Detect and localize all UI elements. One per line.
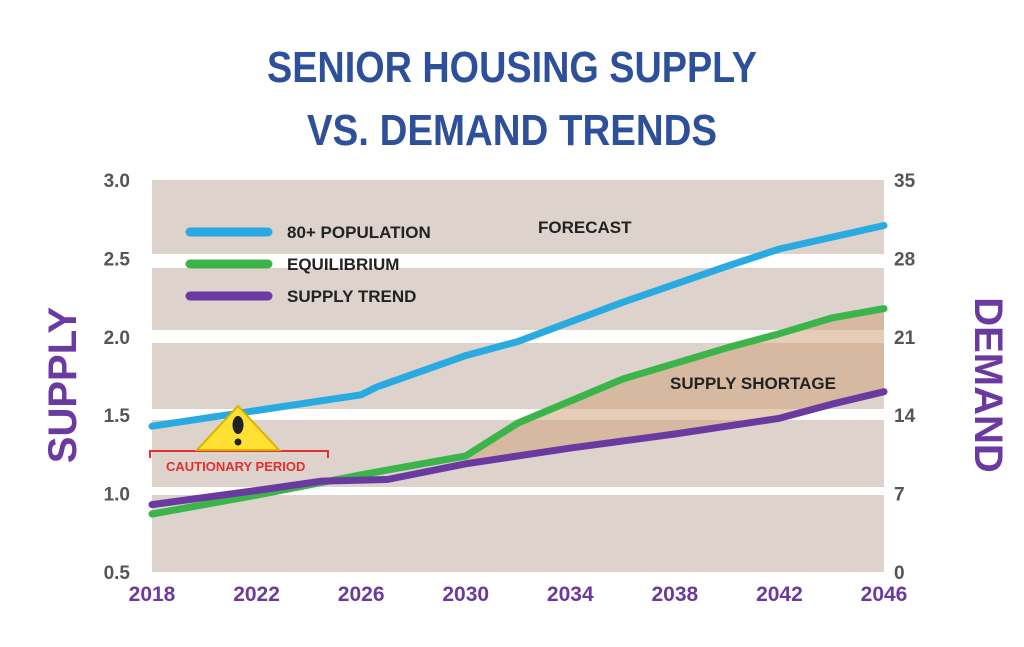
x-tick-label: 2038 (651, 583, 698, 606)
x-axis-ticks: 2018 2022 2026 2030 2034 2038 2042 2046 (129, 583, 908, 606)
band-separator (152, 487, 884, 495)
right-tick-label: 0 (894, 563, 905, 584)
left-axis-ticks: 0.5 1.0 1.5 2.0 2.5 3.0 (104, 171, 131, 584)
left-tick-label: 2.5 (104, 249, 131, 270)
x-tick-label: 2026 (338, 583, 385, 606)
x-tick-label: 2042 (756, 583, 803, 606)
x-tick-label: 2046 (861, 583, 908, 606)
right-axis-label: DEMAND (966, 297, 1010, 473)
legend: 80+ POPULATION EQUILIBRIUM SUPPLY TREND (185, 223, 431, 306)
legend-label-equilibrium: EQUILIBRIUM (287, 255, 399, 274)
right-tick-label: 21 (894, 328, 916, 349)
series-line-80-population (148, 222, 888, 430)
x-tick-label: 2018 (129, 583, 176, 606)
band-separator (152, 254, 884, 268)
chart-title-line-1: SENIOR HOUSING SUPPLY (267, 43, 757, 92)
legend-label-supply-trend: SUPPLY TREND (287, 287, 416, 306)
supply-shortage-label: SUPPLY SHORTAGE (670, 374, 836, 393)
right-tick-label: 28 (894, 249, 915, 270)
x-tick-label: 2030 (442, 583, 489, 606)
left-axis-label: SUPPLY (41, 307, 85, 464)
warning-triangle-icon (194, 404, 282, 451)
legend-label-population: 80+ POPULATION (287, 223, 431, 242)
band-separator (152, 330, 884, 343)
x-tick-label: 2034 (547, 583, 594, 606)
series-lines (148, 222, 888, 518)
forecast-label: FORECAST (538, 218, 632, 237)
left-tick-label: 1.5 (104, 406, 131, 427)
chart-title-line-2: VS. DEMAND TRENDS (307, 106, 717, 155)
band-separator (152, 409, 884, 420)
series-line-supply-trend (148, 388, 888, 509)
supply-shortage-area (465, 308, 884, 464)
left-tick-label: 1.0 (104, 485, 130, 506)
right-axis-ticks: 0 7 14 21 28 35 (894, 171, 916, 584)
cautionary-period-label: CAUTIONARY PERIOD (166, 459, 305, 474)
left-tick-label: 3.0 (104, 171, 130, 192)
right-tick-label: 14 (894, 406, 916, 427)
x-tick-label: 2022 (233, 583, 280, 606)
left-tick-label: 2.0 (104, 328, 130, 349)
right-tick-label: 35 (894, 171, 916, 192)
right-tick-label: 7 (894, 485, 905, 506)
left-tick-label: 0.5 (104, 563, 131, 584)
